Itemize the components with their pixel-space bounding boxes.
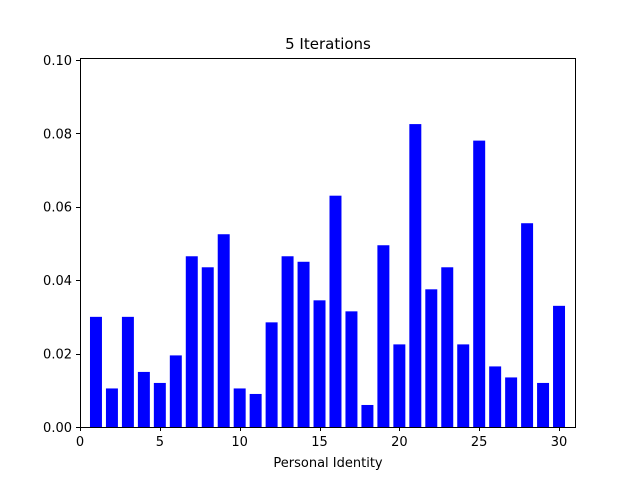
bar-12	[265, 322, 278, 427]
bar-16	[329, 195, 342, 427]
bar-9	[217, 234, 230, 427]
bar-13	[281, 256, 294, 427]
x-tick-label: 30	[551, 435, 568, 450]
bar-21	[409, 124, 422, 428]
bar-1	[89, 316, 102, 427]
bar-25	[473, 140, 486, 427]
y-tick-label: 0.06	[43, 201, 72, 216]
bar-5	[153, 382, 166, 427]
y-axis-ticks: 0.00 0.02 0.04 0.06 0.08 0.10	[43, 54, 80, 436]
bar-2	[105, 388, 118, 427]
bar-10	[233, 388, 246, 427]
x-tick-label: 15	[311, 435, 328, 450]
x-tick-label: 0	[76, 435, 84, 450]
bar-26	[489, 366, 502, 427]
bar-3	[121, 316, 134, 427]
bar-14	[297, 261, 310, 427]
y-tick-label: 0.02	[43, 348, 72, 363]
x-axis-ticks: 0 5 10 15 20 25 30	[76, 427, 567, 450]
bar-8	[201, 267, 214, 427]
bar-group	[89, 124, 566, 428]
bar-28	[521, 223, 534, 427]
bar-27	[505, 377, 518, 427]
bar-29	[537, 382, 550, 427]
y-tick-label: 0.08	[43, 127, 72, 142]
bar-24	[457, 344, 470, 427]
bar-11	[249, 393, 262, 427]
y-tick-label: 0.10	[43, 54, 72, 69]
bar-17	[345, 311, 358, 427]
x-axis-label: Personal Identity	[273, 456, 383, 471]
bar-15	[313, 300, 326, 427]
bar-20	[393, 344, 406, 427]
bar-18	[361, 404, 374, 427]
bar-30	[553, 305, 566, 427]
chart-title: 5 Iterations	[285, 35, 371, 53]
bar-7	[185, 256, 198, 427]
bar-6	[169, 355, 182, 427]
bar-23	[441, 267, 454, 427]
x-tick-label: 25	[471, 435, 488, 450]
bar-4	[137, 371, 150, 427]
bar-19	[377, 245, 390, 427]
plot-frame	[80, 58, 576, 428]
x-tick-label: 10	[231, 435, 248, 450]
y-tick-label: 0.04	[43, 274, 72, 289]
y-tick-label: 0.00	[43, 421, 72, 436]
bar-22	[425, 289, 438, 427]
x-tick-label: 20	[391, 435, 408, 450]
x-tick-label: 5	[156, 435, 164, 450]
